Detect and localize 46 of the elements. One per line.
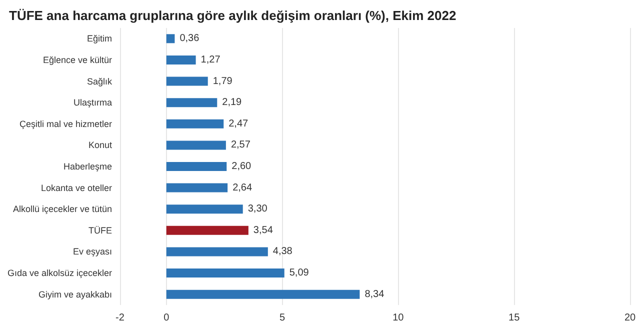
y-tick-label: Eğlence ve kültür (42, 54, 112, 65)
data-label: 2,47 (228, 118, 249, 130)
data-label: 2,64 (232, 182, 252, 194)
bar (166, 76, 208, 86)
data-label: 4,38 (272, 246, 293, 258)
data-label: 3,30 (248, 204, 268, 215)
y-tick-label: Lokanta ve oteller (40, 182, 112, 193)
y-tick-label: Ulaştırma (73, 98, 112, 108)
y-tick-label: Alkollü içecekler ve tütün (12, 204, 112, 214)
bar (166, 34, 175, 44)
bar (166, 55, 196, 64)
bar (166, 140, 226, 150)
bar (166, 98, 218, 108)
y-tick-label: Gıda ve alkolsüz içecekler (7, 268, 112, 278)
bar (166, 268, 284, 278)
y-tick-label: Çeşitli mal ve hizmetler (19, 118, 112, 129)
data-label: 3,54 (253, 224, 274, 236)
x-tick-label: 5 (279, 312, 286, 324)
chart-title: TÜFE ana harcama gruplarına göre aylık değişim oranları (%), Ekim 2022 (9, 8, 456, 23)
y-tick-label: Konut (88, 140, 112, 150)
data-label: 8,34 (364, 288, 385, 300)
data-label: 2,19 (222, 97, 242, 108)
x-tick-label: -2 (116, 312, 125, 324)
x-tick-label: 0 (164, 312, 170, 324)
x-tick-label: 10 (392, 312, 404, 324)
y-tick-label: Haberleşme (63, 162, 112, 172)
y-tick-label: TÜFE (88, 225, 112, 236)
x-tick-label: 20 (624, 312, 636, 324)
bar (166, 204, 243, 214)
bar (166, 247, 268, 256)
data-label: 1,27 (200, 54, 221, 66)
data-label: 0,36 (180, 33, 200, 44)
bar (166, 290, 360, 299)
data-label: 2,60 (232, 161, 252, 172)
bar (166, 183, 228, 192)
x-tick-label: 15 (508, 312, 520, 324)
bar (166, 226, 248, 235)
y-tick-label: Eğitim (86, 34, 112, 44)
data-label: 1,79 (212, 76, 233, 87)
y-tick-label: Ev eşyası (72, 246, 112, 257)
bar (166, 119, 224, 128)
data-label: 5,09 (289, 268, 310, 279)
bar (166, 162, 227, 171)
data-label: 2,57 (230, 140, 251, 151)
y-tick-label: Sağlık (86, 76, 112, 86)
y-tick-label: Giyim ve ayakkabı (38, 289, 112, 300)
